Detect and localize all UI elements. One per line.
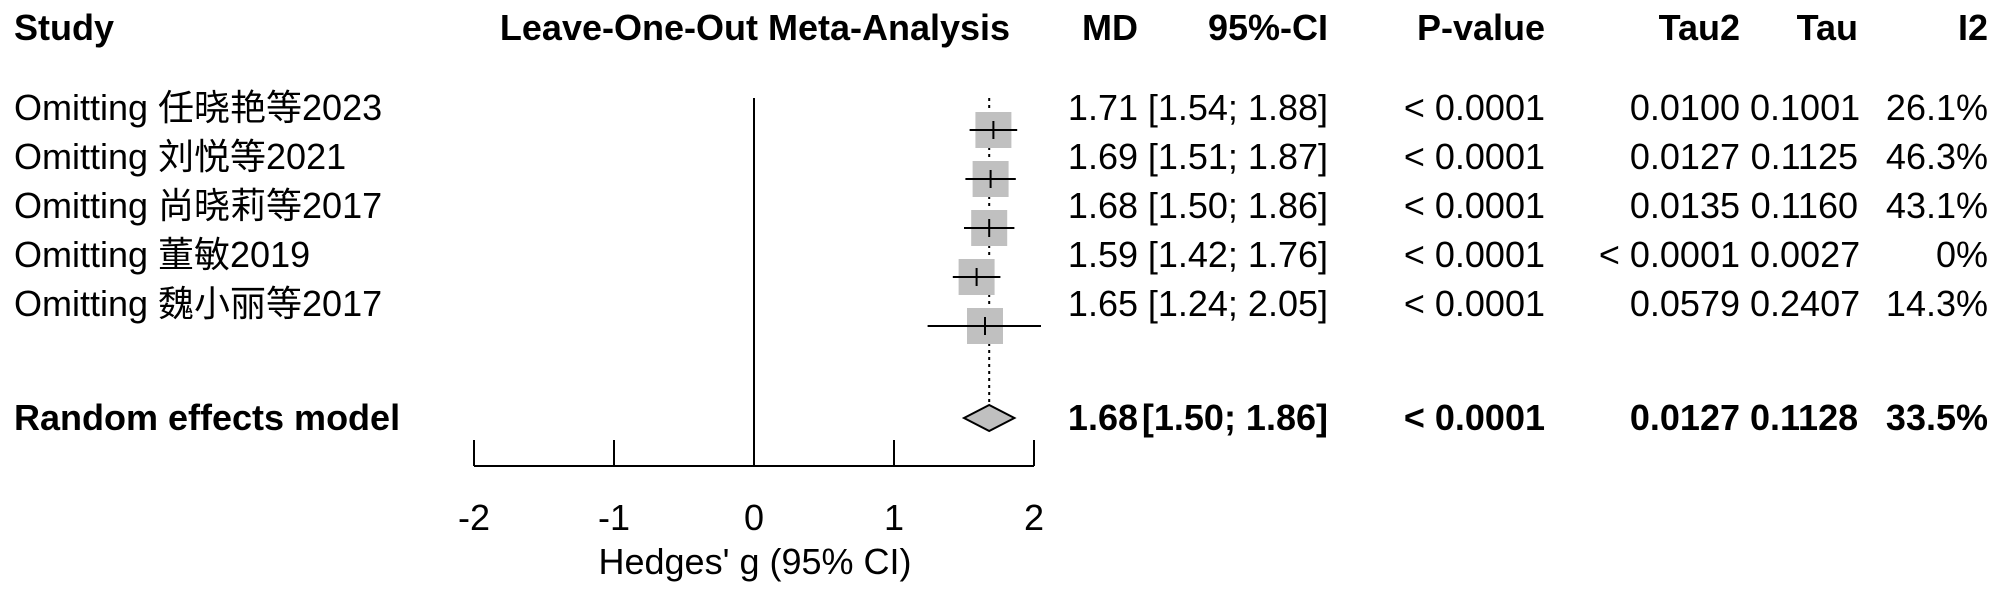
- row-i2: 46.3%: [1885, 136, 1988, 177]
- summary-diamond: [961, 403, 1017, 433]
- row-tau: 0.1160: [1750, 185, 1858, 226]
- summary-tau2: 0.0127: [1629, 397, 1740, 438]
- x-tick-label: 2: [1024, 497, 1044, 538]
- row-pvalue: < 0.0001: [1403, 87, 1545, 128]
- row-i2: 43.1%: [1885, 185, 1988, 226]
- row-ci: [1.24; 2.05]: [1147, 283, 1328, 324]
- row-i2: 14.3%: [1885, 283, 1988, 324]
- header-plot-title: Leave-One-Out Meta-Analysis: [499, 7, 1011, 48]
- row-tau2: 0.0100: [1629, 87, 1740, 128]
- row-tau: 0.1125: [1750, 136, 1858, 177]
- row-tau2: < 0.0001: [1598, 234, 1740, 275]
- x-tick-label: 0: [744, 497, 764, 538]
- row-ci: [1.42; 1.76]: [1147, 234, 1328, 275]
- row-tau2: 0.0579: [1629, 283, 1740, 324]
- summary-ci: [1.50; 1.86]: [1141, 397, 1328, 438]
- row-tau: 0.1001: [1750, 87, 1861, 128]
- header-study: Study: [14, 7, 115, 48]
- row-pvalue: < 0.0001: [1403, 234, 1545, 275]
- header-md: MD: [1082, 7, 1138, 48]
- x-tick-label: -1: [598, 497, 630, 538]
- header-tau: Tau: [1796, 7, 1858, 48]
- summary-tau: 0.1128: [1750, 397, 1859, 438]
- row-study-label: Omitting 董敏2019: [14, 234, 311, 275]
- row-tau2: 0.0127: [1629, 136, 1740, 177]
- x-axis-label: Hedges' g (95% CI): [598, 541, 912, 582]
- summary-i2: 33.5%: [1885, 397, 1988, 438]
- x-tick-label: 1: [884, 497, 904, 538]
- row-ci: [1.51; 1.87]: [1147, 136, 1328, 177]
- row-pvalue: < 0.0001: [1403, 136, 1545, 177]
- header-pvalue: P-value: [1416, 7, 1545, 48]
- row-study-label: Omitting 魏小丽等2017: [14, 283, 383, 324]
- row-tau: 0.0027: [1750, 234, 1861, 275]
- header-i2: I2: [1957, 7, 1988, 48]
- row-i2: 26.1%: [1885, 87, 1988, 128]
- row-study-label: Omitting 任晓艳等2023: [14, 87, 383, 128]
- header-tau2: Tau2: [1658, 7, 1740, 48]
- row-pvalue: < 0.0001: [1403, 185, 1545, 226]
- row-ci: [1.54; 1.88]: [1147, 87, 1328, 128]
- row-pvalue: < 0.0001: [1403, 283, 1545, 324]
- row-md: 1.68: [1067, 185, 1138, 226]
- row-md: 1.65: [1067, 283, 1138, 324]
- row-i2: 0%: [1935, 234, 1988, 275]
- summary-study-label: Random effects model: [14, 397, 401, 438]
- x-tick-label: -2: [458, 497, 490, 538]
- header-ci: 95%-CI: [1207, 7, 1328, 48]
- row-study-label: Omitting 刘悦等2021: [14, 136, 347, 177]
- row-study-label: Omitting 尚晓莉等2017: [14, 185, 383, 226]
- row-ci: [1.50; 1.86]: [1147, 185, 1328, 226]
- row-md: 1.71: [1067, 87, 1138, 128]
- row-md: 1.69: [1067, 136, 1138, 177]
- summary-pvalue: < 0.0001: [1403, 397, 1545, 438]
- row-tau2: 0.0135: [1629, 185, 1740, 226]
- summary-md: 1.68: [1067, 397, 1138, 438]
- row-md: 1.59: [1067, 234, 1138, 275]
- row-tau: 0.2407: [1750, 283, 1861, 324]
